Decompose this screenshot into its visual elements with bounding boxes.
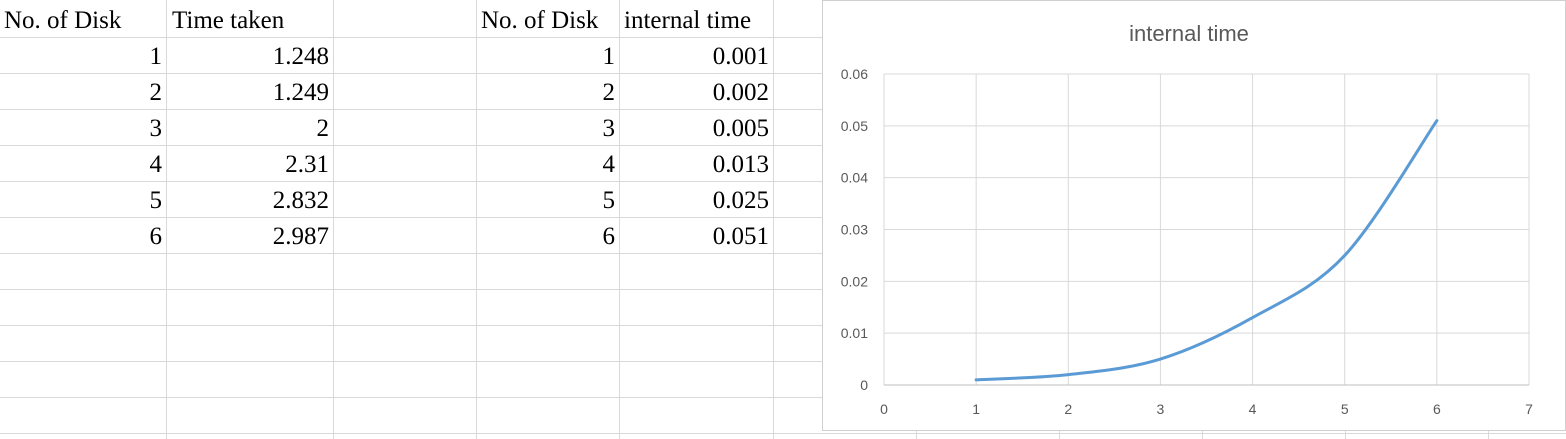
table1-disk-cell[interactable]: 6 [149,223,163,250]
x-tick-label: 6 [1433,401,1441,417]
table2-disk-cell[interactable]: 2 [602,79,616,106]
x-tick-label: 0 [880,401,888,417]
table2-disk-cell[interactable]: 5 [602,187,616,214]
column-divider [1488,431,1489,439]
table2-time-cell[interactable]: 0.013 [712,151,769,178]
chart-title: internal time [1129,21,1249,46]
table2-disk-cell[interactable]: 3 [602,115,616,142]
row-divider [0,397,822,398]
column-divider [333,0,334,439]
header-cell-no-of-disk[interactable]: No. of Disk [4,7,122,34]
x-tick-label: 1 [972,401,980,417]
y-tick-label: 0.02 [841,273,868,289]
column-divider [773,0,774,439]
series-line-internal-time [974,119,1439,382]
x-tick-label: 2 [1064,401,1072,417]
table1-disk-cell[interactable]: 2 [149,79,163,106]
y-tick-label: 0.05 [841,118,868,134]
header-cell-internal-time[interactable]: internal time [624,7,752,34]
table1-time-cell[interactable]: 2 [316,115,330,142]
table2-time-cell[interactable]: 0.001 [712,43,769,70]
table1-disk-cell[interactable]: 4 [149,151,163,178]
table1-time-cell[interactable]: 2.987 [272,223,329,250]
table2-disk-cell[interactable]: 4 [602,151,616,178]
table1-time-cell[interactable]: 1.249 [272,79,329,106]
chart-canvas: internal time 00.010.020.030.040.050.060… [841,21,1533,417]
x-tick-label: 7 [1525,401,1533,417]
header-cell-no-of-disk-2[interactable]: No. of Disk [481,7,599,34]
internal-time-chart[interactable]: internal time 0 0.01 0.02 0.03 0.04 0.05 0.06 0… [822,0,1566,431]
header-cell-time-taken[interactable]: Time taken [172,7,285,34]
table2-time-cell[interactable]: 0.002 [712,79,769,106]
y-tick-label: 0 [860,377,868,393]
row-divider [0,217,822,218]
table2-time-cell[interactable]: 0.005 [712,115,769,142]
row-divider [0,361,822,362]
table1-time-cell[interactable]: 1.248 [272,43,329,70]
row-divider [0,253,822,254]
y-tick-label: 0.06 [841,66,868,82]
x-tick-label: 4 [1249,401,1257,417]
table1-time-cell[interactable]: 2.31 [285,151,329,178]
chart-gridlines [883,73,1530,386]
chart-tick-labels: 0 0.01 0.02 0.03 0.04 0.05 0.06 0 1 2 3 4 5 6 7 [841,66,1533,417]
row-divider [0,73,822,74]
row-divider [0,181,822,182]
table2-time-cell[interactable]: 0.051 [712,223,769,250]
x-tick-label: 5 [1341,401,1349,417]
row-divider [0,37,822,38]
table2-disk-cell[interactable]: 1 [602,43,616,70]
row-divider [0,145,822,146]
row-divider [0,109,822,110]
row-divider [0,325,822,326]
table1-disk-cell[interactable]: 5 [149,187,163,214]
row-divider [0,289,822,290]
table2-disk-cell[interactable]: 6 [602,223,616,250]
y-tick-label: 0.01 [841,325,868,341]
column-divider [1345,431,1346,439]
row-divider [0,433,1566,434]
table1-disk-cell[interactable]: 3 [149,115,163,142]
column-divider [476,0,477,439]
x-tick-label: 3 [1157,401,1165,417]
column-divider [619,0,620,439]
table1-disk-cell[interactable]: 1 [149,43,163,70]
y-tick-label: 0.03 [841,222,868,238]
column-divider [1059,431,1060,439]
column-divider [166,0,167,439]
table1-time-cell[interactable]: 2.832 [272,187,329,214]
y-tick-label: 0.04 [841,170,868,186]
column-divider [916,431,917,439]
column-divider [1202,431,1203,439]
table2-time-cell[interactable]: 0.025 [712,187,769,214]
